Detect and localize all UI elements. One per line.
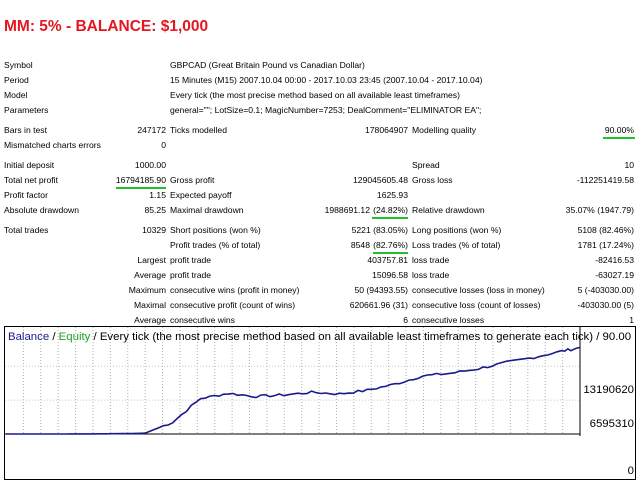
mal-cl-label: consecutive loss (count of losses) xyxy=(412,300,541,310)
maxdd-pct: (24.82%) xyxy=(373,205,408,215)
payoff-value: 1625.93 xyxy=(376,190,408,200)
maxdd-label: Maximal drawdown xyxy=(170,205,244,215)
ptrades-pct: (82.76%) xyxy=(373,240,408,250)
mal-cp-label: consecutive profit (count of wins) xyxy=(170,300,296,310)
legend-equity: Equity xyxy=(58,331,91,343)
maximum-label: Maximum xyxy=(128,285,166,295)
ticks-label: Ticks modelled xyxy=(170,125,227,135)
pf-label: Profit factor xyxy=(4,190,48,200)
short-value: 5221 (83.05%) xyxy=(351,225,408,235)
balance-chart-svg xyxy=(4,326,636,480)
mal-cl-value: -403030.00 (5) xyxy=(577,300,634,310)
ptrades-value: 8548 xyxy=(350,240,370,250)
grossloss-label: Gross loss xyxy=(412,175,453,185)
model-value: Every tick (the most precise method base… xyxy=(170,90,460,100)
trades-label: Total trades xyxy=(4,225,49,235)
largest-pt-label: profit trade xyxy=(170,255,212,265)
absdd-label: Absolute drawdown xyxy=(4,205,80,215)
y-tick-mid: 6595310 xyxy=(589,418,634,430)
pf-value: 1.15 xyxy=(149,190,166,200)
ticks-value: 178064907 xyxy=(364,125,408,135)
maxdd-value: 1988691.12 xyxy=(324,205,370,215)
max-cw-label: consecutive wins (profit in money) xyxy=(170,285,300,295)
balance-chart: Balance / Equity / Every tick (the most … xyxy=(4,326,636,480)
legend-separator: / xyxy=(49,331,59,343)
maximal-label: Maximal xyxy=(134,300,166,310)
payoff-label: Expected payoff xyxy=(170,190,232,200)
avg-cl-value: 1 xyxy=(629,315,634,325)
parameters-label: Parameters xyxy=(4,105,49,115)
trades-value: 10329 xyxy=(142,225,166,235)
spread-value: 10 xyxy=(624,160,634,170)
bars-label: Bars in test xyxy=(4,125,47,135)
largest-lt-label: loss trade xyxy=(412,255,450,265)
quality-label: Modelling quality xyxy=(412,125,477,135)
period-value: 15 Minutes (M15) 2007.10.04 00:00 - 2017… xyxy=(170,75,483,85)
deposit-label: Initial deposit xyxy=(4,160,55,170)
average-pt-value: 15096.58 xyxy=(372,270,408,280)
average-lt-label: loss trade xyxy=(412,270,450,280)
largest-lt-value: -82416.53 xyxy=(595,255,634,265)
max-cw-value: 50 (94393.55) xyxy=(354,285,408,295)
mismatch-value: 0 xyxy=(161,140,166,150)
netprofit-label: Total net profit xyxy=(4,175,58,185)
ltrades-value: 1781 (17.24%) xyxy=(577,240,634,250)
netprofit-underline xyxy=(116,187,166,189)
legend-balance: Balance xyxy=(8,331,50,343)
symbol-value: GBPCAD (Great Britain Pound vs Canadian … xyxy=(170,60,365,70)
avg-cl-label: consecutive losses xyxy=(412,315,485,325)
max-cl-value: 5 (-403030.00) xyxy=(577,285,634,295)
avg-cw-value: 6 xyxy=(403,315,408,325)
long-label: Long positions (won %) xyxy=(412,225,502,235)
y-tick-zero: 0 xyxy=(627,465,634,477)
chart-legend: Balance / Equity / Every tick (the most … xyxy=(8,331,631,343)
reldd-value: 35.07% (1947.79) xyxy=(565,205,634,215)
max-cl-label: consecutive losses (loss in money) xyxy=(412,285,545,295)
spread-label: Spread xyxy=(412,160,440,170)
bars-value: 247172 xyxy=(137,125,166,135)
grossprofit-value: 129045605.48 xyxy=(353,175,408,185)
legend-description: / Every tick (the most precise method ba… xyxy=(90,331,632,343)
model-label: Model xyxy=(4,90,28,100)
deposit-value: 1000.00 xyxy=(134,160,166,170)
short-label: Short positions (won %) xyxy=(170,225,261,235)
avg-cw-label: consecutive wins xyxy=(170,315,235,325)
chart-frame xyxy=(4,326,636,480)
strategy-tester-report: Symbol GBPCAD (Great Britain Pound vs Ca… xyxy=(4,60,635,325)
maxdd-underline xyxy=(372,217,408,219)
parameters-value: general=""; LotSize=0.1; MagicNumber=725… xyxy=(170,105,482,115)
avg-cons-label: Average xyxy=(134,315,166,325)
ptrades-underline xyxy=(373,252,408,254)
quality-underline xyxy=(603,137,635,139)
reldd-label: Relative drawdown xyxy=(412,205,485,215)
netprofit-value: 16794185.90 xyxy=(115,175,166,185)
mal-cp-value: 620661.96 (31) xyxy=(349,300,408,310)
average-pt-label: profit trade xyxy=(170,270,212,280)
largest-label: Largest xyxy=(137,255,166,265)
ltrades-label: Loss trades (% of total) xyxy=(412,240,501,250)
long-value: 5108 (82.46%) xyxy=(577,225,634,235)
y-tick-top: 13190620 xyxy=(583,384,634,396)
grossloss-value: -112251419.58 xyxy=(576,175,634,185)
average-lt-value: -63027.19 xyxy=(595,270,634,280)
absdd-value: 85.25 xyxy=(144,205,166,215)
balance-series-line xyxy=(6,346,581,435)
symbol-label: Symbol xyxy=(4,60,33,70)
largest-pt-value: 403757.81 xyxy=(367,255,408,265)
mismatch-label: Mismatched charts errors xyxy=(4,140,101,150)
ptrades-label: Profit trades (% of total) xyxy=(170,240,261,250)
average-label: Average xyxy=(134,270,166,280)
headline-title: MM: 5% - BALANCE: $1,000 xyxy=(4,18,209,35)
grossprofit-label: Gross profit xyxy=(170,175,215,185)
quality-value: 90.00% xyxy=(604,125,634,135)
period-label: Period xyxy=(4,75,29,85)
